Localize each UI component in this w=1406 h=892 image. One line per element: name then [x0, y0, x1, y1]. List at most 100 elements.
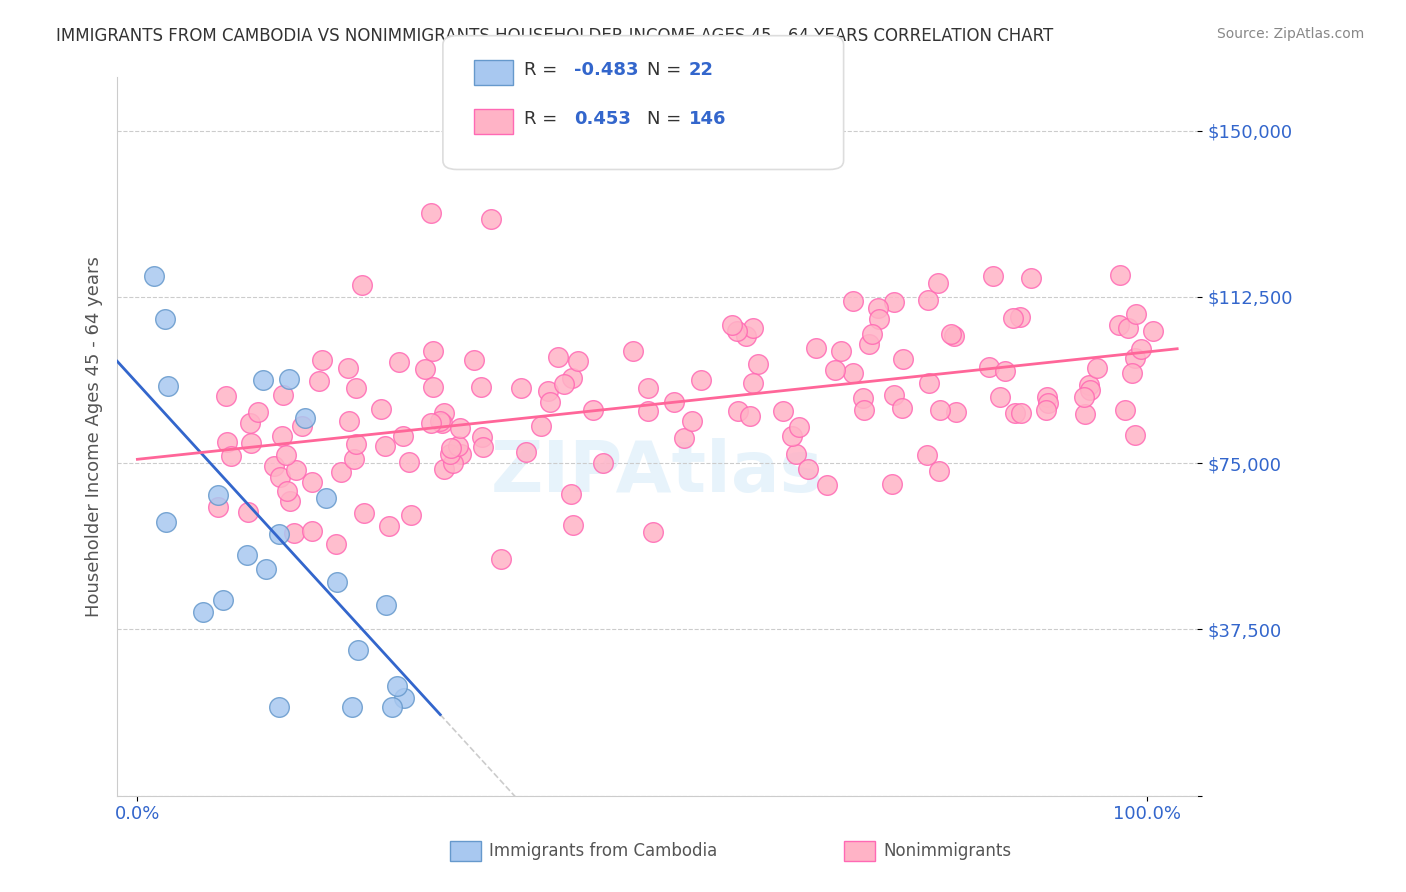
Point — [592, 456, 614, 470]
Point — [637, 381, 659, 395]
Point — [1035, 403, 1057, 417]
Point — [401, 508, 423, 522]
Point — [1123, 351, 1146, 365]
Point — [193, 605, 215, 619]
Point — [1108, 318, 1130, 332]
Point — [561, 371, 583, 385]
Point — [918, 376, 941, 390]
Point — [432, 462, 454, 476]
Point — [637, 404, 659, 418]
Point — [772, 404, 794, 418]
Text: R =: R = — [524, 110, 564, 128]
Point — [254, 562, 277, 576]
Point — [738, 409, 761, 423]
Point — [994, 364, 1017, 378]
Point — [433, 406, 456, 420]
Point — [217, 434, 239, 449]
Text: 22: 22 — [689, 61, 714, 78]
Point — [1010, 406, 1032, 420]
Point — [727, 404, 749, 418]
Point — [883, 388, 905, 402]
Point — [370, 402, 392, 417]
Point — [785, 447, 807, 461]
Point — [1078, 378, 1101, 392]
Point — [344, 381, 367, 395]
Point — [928, 402, 950, 417]
Point — [463, 352, 485, 367]
Point — [470, 380, 492, 394]
Point — [271, 388, 294, 402]
Point — [567, 354, 589, 368]
Point — [515, 445, 537, 459]
Point — [681, 414, 703, 428]
Point — [1142, 324, 1164, 338]
Point — [1008, 310, 1031, 325]
Point — [277, 372, 299, 386]
Point — [283, 526, 305, 541]
Point — [852, 403, 875, 417]
Point — [420, 417, 443, 431]
Point — [672, 431, 695, 445]
Text: N =: N = — [647, 110, 686, 128]
Point — [1021, 270, 1043, 285]
Point — [422, 380, 444, 394]
Point — [271, 429, 294, 443]
Point — [747, 357, 769, 371]
Point — [927, 276, 949, 290]
Text: N =: N = — [647, 61, 686, 78]
Point — [207, 500, 229, 515]
Point — [1002, 311, 1025, 326]
Point — [439, 447, 461, 461]
Text: -0.483: -0.483 — [574, 61, 638, 78]
Point — [547, 350, 569, 364]
Point — [1109, 268, 1132, 283]
Point — [1114, 402, 1136, 417]
Point — [725, 324, 748, 338]
Point — [156, 378, 179, 392]
Point — [422, 344, 444, 359]
Point — [690, 373, 713, 387]
Point — [252, 373, 274, 387]
Point — [852, 391, 875, 405]
Point — [343, 451, 366, 466]
Point — [236, 548, 259, 562]
Point — [797, 462, 820, 476]
Point — [981, 269, 1004, 284]
Point — [392, 691, 415, 706]
Point — [155, 515, 177, 529]
Point — [441, 456, 464, 470]
Point — [432, 416, 454, 430]
Point — [291, 418, 314, 433]
Point — [449, 421, 471, 435]
Point — [381, 700, 404, 714]
Point — [1073, 390, 1095, 404]
Point — [868, 312, 890, 326]
Point — [868, 301, 890, 316]
Point — [830, 344, 852, 359]
Point — [804, 342, 827, 356]
Point — [215, 389, 238, 403]
Point — [988, 390, 1011, 404]
Text: R =: R = — [524, 61, 564, 78]
Point — [842, 367, 865, 381]
Text: Source: ZipAtlas.com: Source: ZipAtlas.com — [1216, 27, 1364, 41]
Point — [344, 437, 367, 451]
Point — [447, 439, 470, 453]
Point — [641, 525, 664, 540]
Point — [721, 318, 744, 332]
Point — [472, 440, 495, 454]
Point — [562, 518, 585, 533]
Point — [212, 593, 235, 607]
Point — [1004, 406, 1026, 420]
Point — [419, 206, 441, 220]
Point — [378, 519, 401, 533]
Point — [742, 376, 765, 391]
Point — [239, 417, 262, 431]
Point — [915, 448, 938, 462]
Point — [153, 312, 176, 326]
Point — [284, 463, 307, 477]
Point — [1121, 366, 1143, 380]
Point — [308, 374, 330, 388]
Point — [780, 428, 803, 442]
Y-axis label: Householder Income Ages 45 - 64 years: Householder Income Ages 45 - 64 years — [86, 256, 103, 617]
